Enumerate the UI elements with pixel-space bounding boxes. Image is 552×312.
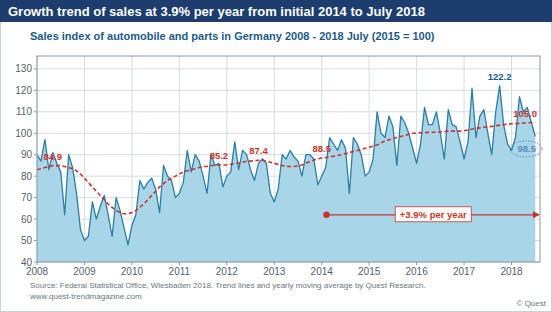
x-tick-label: 2009	[73, 266, 96, 277]
x-tick-label: 2016	[405, 266, 428, 277]
plot-frame	[37, 56, 540, 262]
plot-area	[37, 56, 540, 262]
annotation: 85.2	[210, 150, 229, 161]
title-band	[0, 0, 552, 22]
trend-label-box	[395, 207, 471, 222]
source: www.quest-trendmagazine.com	[29, 292, 142, 301]
x-tick-label: 2015	[358, 266, 381, 277]
y-tick-label: 100	[15, 128, 32, 139]
x-tick-label: 2010	[121, 266, 144, 277]
y-tick-label: 80	[21, 171, 33, 182]
x-tick-label: 2011	[169, 266, 191, 277]
annotation: 87.4	[249, 145, 268, 156]
trend-start-dot	[323, 212, 329, 218]
annotation: 105.0	[513, 108, 537, 119]
x-tick-label: 2017	[453, 266, 476, 277]
x-tick-label: 2012	[216, 266, 239, 277]
x-tick-label: 2013	[263, 266, 286, 277]
y-tick-label: 50	[21, 235, 33, 246]
background	[1, 1, 552, 312]
subtitle: Sales index of automobile and parts in G…	[30, 30, 435, 42]
y-tick-label: 70	[21, 192, 33, 203]
annotation-circle	[510, 141, 542, 157]
y-tick-label: 130	[15, 63, 32, 74]
chart-root: Growth trend of sales at 3.9% per year f…	[0, 0, 552, 312]
y-tick-label: 110	[16, 106, 32, 117]
copyright: © Quest	[517, 299, 547, 308]
x-tick-label: 2018	[500, 266, 523, 277]
y-tick-label: 60	[21, 214, 33, 225]
chart: Growth trend of sales at 3.9% per year f…	[0, 0, 552, 312]
annotation: 122.2	[488, 71, 512, 82]
annotation: 88.5	[312, 143, 331, 154]
area	[37, 86, 535, 262]
title: Growth trend of sales at 3.9% per year f…	[8, 4, 425, 19]
y-tick-label: 90	[21, 149, 33, 160]
trend-arrowhead	[533, 211, 540, 218]
annotation: 84.9	[44, 151, 63, 162]
x-tick-label: 2014	[311, 266, 334, 277]
source: Source: Federal Statistical Office, Wies…	[30, 281, 426, 290]
trend-label: +3.9% per year	[400, 209, 467, 220]
series-group	[37, 86, 535, 262]
y-tick-label: 120	[15, 85, 32, 96]
line	[37, 123, 535, 214]
annotation: 98.5	[518, 143, 537, 154]
area-line	[37, 86, 535, 245]
x-grid-line	[84, 56, 85, 262]
x-tick-label: 2008	[26, 266, 49, 277]
